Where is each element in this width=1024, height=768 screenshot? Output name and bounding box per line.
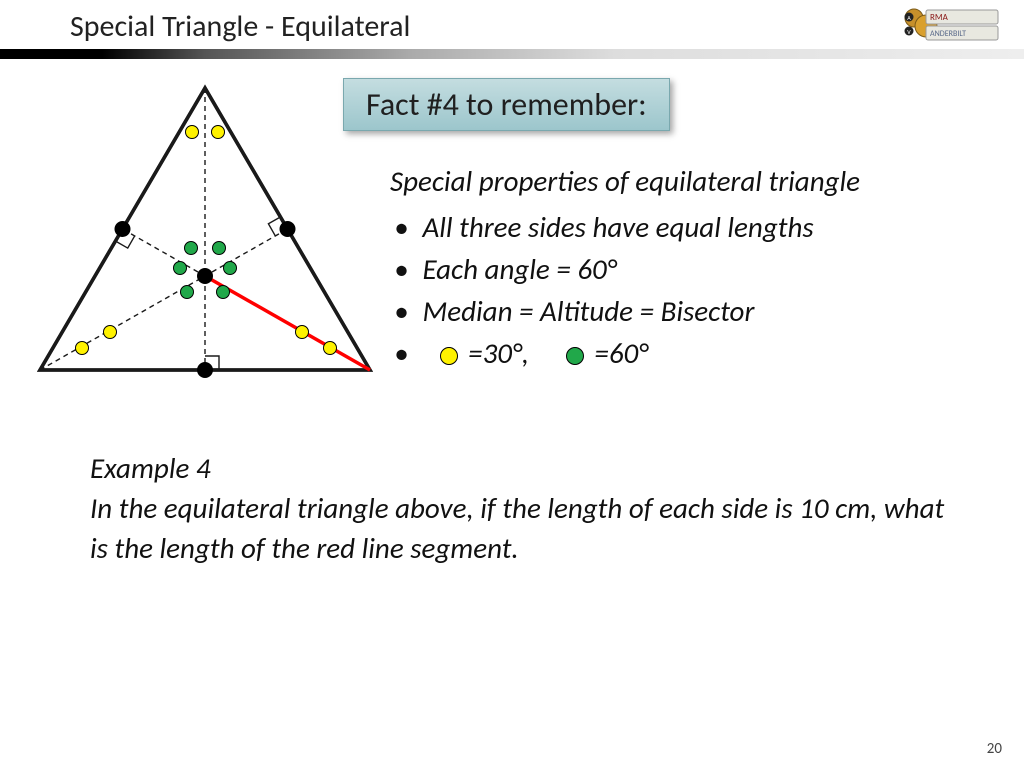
fact-callout: Fact #4 to remember: <box>343 78 670 131</box>
svg-text:ANDERBILT: ANDERBILT <box>930 29 966 39</box>
property-item: Median = Altitude = Bisector <box>390 290 860 332</box>
header-divider <box>0 49 1024 59</box>
page-number: 20 <box>987 740 1002 758</box>
example-title: Example 4 <box>90 448 950 488</box>
svg-text:RMA: RMA <box>930 12 949 23</box>
svg-text:V: V <box>907 28 911 36</box>
svg-text:A: A <box>907 14 911 22</box>
equilateral-triangle-diagram <box>20 70 390 390</box>
properties-heading: Special properties of equilateral triang… <box>390 160 860 202</box>
property-item: Each angle = 60° <box>390 248 860 290</box>
logo: A V RMA ANDERBILT <box>896 6 1006 44</box>
example-block: Example 4 In the equilateral triangle ab… <box>90 448 950 568</box>
properties-block: Special properties of equilateral triang… <box>390 160 860 374</box>
green-dot-icon <box>566 347 584 365</box>
property-item: All three sides have equal lengths <box>390 206 860 248</box>
property-item-angles: =30°, =60° <box>390 332 860 374</box>
example-body: In the equilateral triangle above, if th… <box>90 488 950 568</box>
yellow-dot-icon <box>440 347 458 365</box>
page-title: Special Triangle - Equilateral <box>0 0 1024 49</box>
